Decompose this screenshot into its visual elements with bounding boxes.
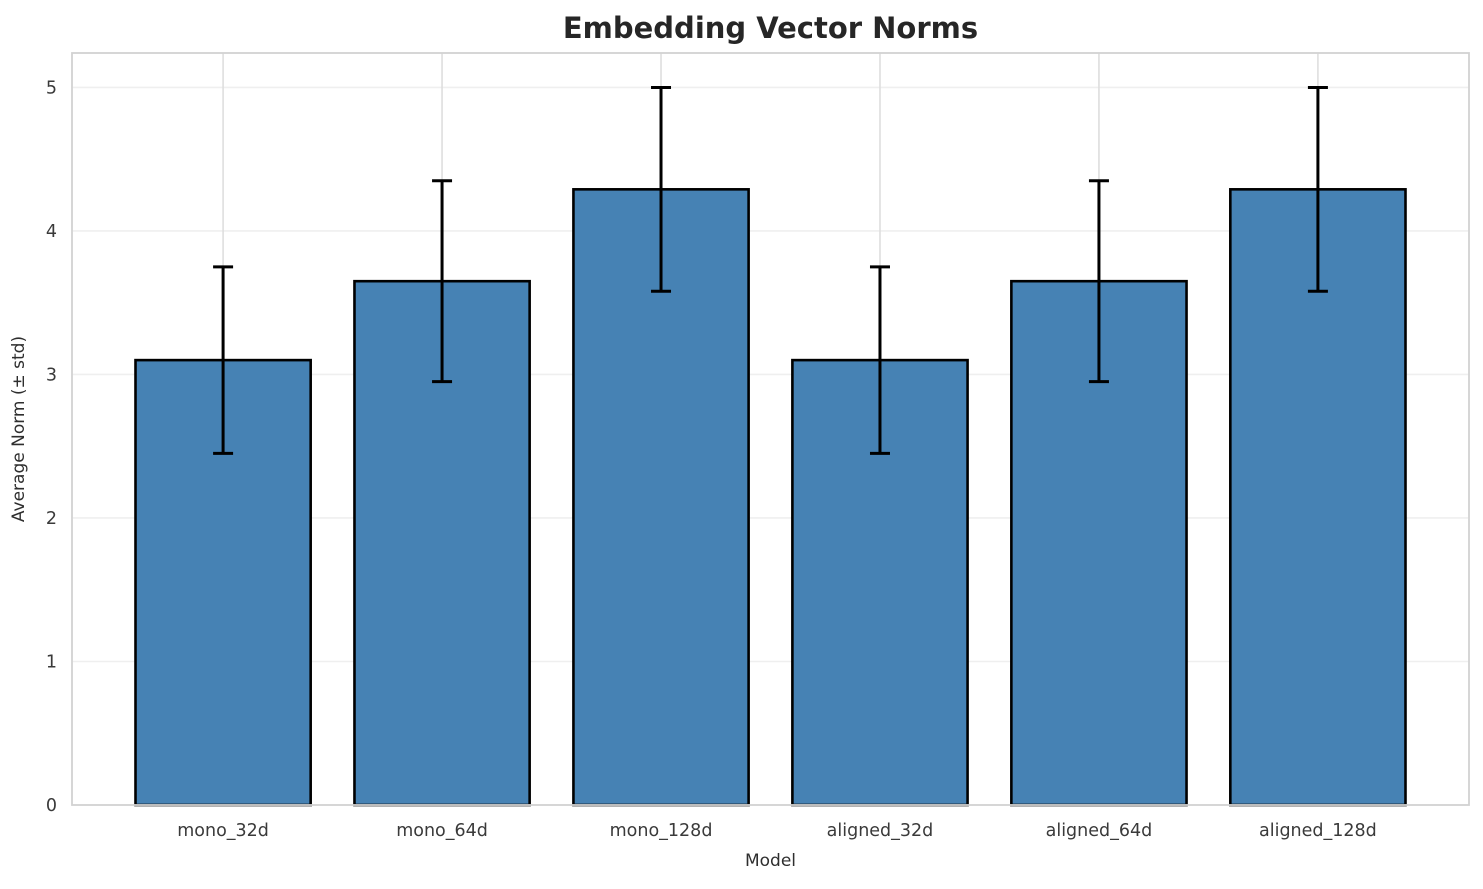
plot-border: [71, 52, 1470, 806]
x-axis-label: Model: [745, 851, 796, 871]
error-bar-aligned_32d: [869, 265, 890, 455]
y-tick-label: 3: [46, 365, 57, 385]
chart-title: Embedding Vector Norms: [563, 11, 978, 45]
x-tick-label: mono_128d: [610, 821, 713, 841]
y-tick-label: 0: [46, 796, 57, 816]
error-bar-mono_128d: [651, 85, 672, 293]
x-tick-label: mono_32d: [177, 821, 269, 841]
x-tick-label: aligned_64d: [1046, 821, 1153, 841]
error-bar-mono_64d: [432, 179, 453, 384]
y-tick-label: 1: [46, 652, 57, 672]
y-tick-label: 5: [46, 78, 57, 98]
x-tick-label: aligned_32d: [827, 821, 934, 841]
error-bar-aligned_128d: [1307, 85, 1328, 293]
y-tick-label: 2: [46, 509, 57, 529]
x-tick-labels: mono_32d mono_64d mono_128d aligned_32d alig…: [177, 821, 1377, 841]
x-tick-label: aligned_128d: [1259, 821, 1377, 841]
error-bars-layer: [213, 85, 1328, 455]
y-tick-label: 4: [46, 222, 57, 242]
y-tick-labels: 0 1 2 3 4 5: [46, 78, 57, 816]
y-axis-label: Average Norm (± std): [9, 336, 29, 522]
error-bar-aligned_64d: [1088, 179, 1109, 384]
error-bar-mono_32d: [213, 265, 234, 455]
x-tick-label: mono_64d: [396, 821, 488, 841]
